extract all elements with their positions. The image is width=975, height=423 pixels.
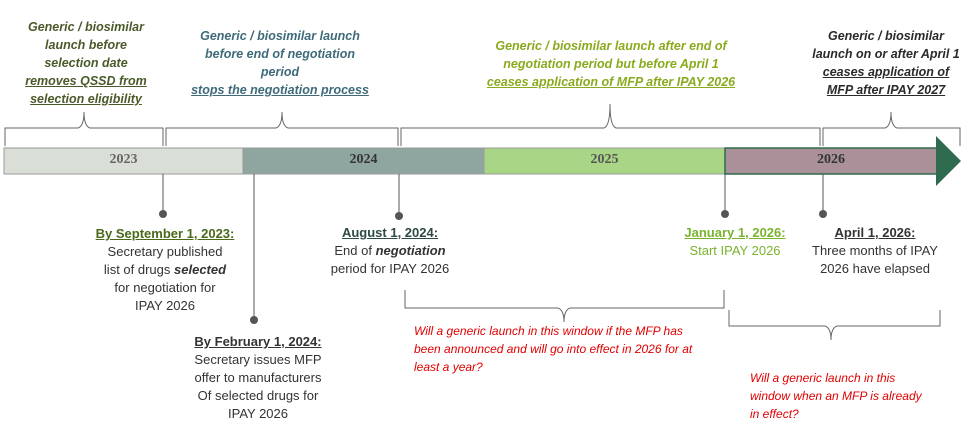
question-mfp-in-effect: Will a generic launch in this window whe… — [750, 371, 922, 421]
header-before-negotiation-end: Generic / biosimilar launch before end o… — [191, 29, 369, 97]
brace-top-4 — [822, 111, 961, 146]
header-before-selection: Generic / biosimilar launch before selec… — [25, 20, 147, 106]
year-bar-2024 — [242, 147, 485, 175]
year-bar-2025 — [483, 147, 726, 175]
event-marker-feb-2024 — [250, 316, 258, 324]
header-before-april-1: Generic / biosimilar launch after end of… — [486, 39, 736, 89]
year-label-2023: 2023 — [109, 152, 138, 167]
event-marker-apr-2026 — [819, 210, 827, 218]
question-generic-launch-window: Will a generic launch in this window if … — [414, 324, 693, 374]
event-feb-2024: By February 1, 2024: Secretary issues MF… — [194, 334, 322, 421]
brace-bottom-2 — [728, 310, 941, 341]
event-jan-2026: January 1, 2026: Start IPAY 2026 — [684, 225, 786, 258]
header-after-april-1: Generic / biosimilar launch on or after … — [812, 29, 960, 97]
brace-top-3 — [400, 103, 821, 146]
event-sep-2023: By September 1, 2023: Secretary publishe… — [95, 226, 235, 313]
event-marker-aug-2024 — [395, 212, 403, 220]
brace-bottom-1 — [404, 290, 725, 323]
brace-top-2 — [165, 111, 399, 146]
year-label-2024: 2024 — [349, 152, 378, 167]
year-label-2025: 2025 — [590, 152, 619, 167]
year-label-2026: 2026 — [817, 152, 845, 167]
year-bar-2023 — [3, 147, 244, 175]
timeline-arrowhead — [936, 136, 961, 186]
event-marker-jan-2026 — [721, 210, 729, 218]
brace-top-1 — [4, 111, 164, 146]
event-marker-sep-2023 — [159, 210, 167, 218]
event-apr-2026: April 1, 2026: Three months of IPAY 2026… — [812, 225, 938, 276]
event-aug-2024: August 1, 2024: End of negotiation perio… — [330, 225, 450, 276]
